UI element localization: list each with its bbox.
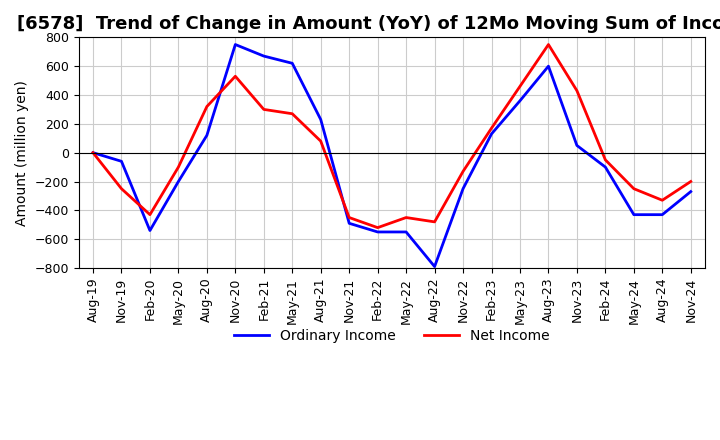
Net Income [487, 125, 496, 131]
Net Income [402, 215, 410, 220]
Ordinary Income [658, 212, 667, 217]
Ordinary Income [459, 186, 467, 191]
Net Income [658, 198, 667, 203]
Ordinary Income [601, 165, 610, 170]
Ordinary Income [544, 63, 553, 69]
Net Income [459, 169, 467, 174]
Ordinary Income [174, 179, 183, 184]
Ordinary Income [431, 264, 439, 269]
Ordinary Income [202, 133, 211, 138]
Ordinary Income [259, 53, 268, 59]
Net Income [174, 165, 183, 170]
Line: Ordinary Income: Ordinary Income [93, 44, 690, 267]
Net Income [202, 104, 211, 109]
Ordinary Income [89, 150, 97, 155]
Net Income [629, 186, 638, 191]
Ordinary Income [231, 42, 240, 47]
Net Income [316, 139, 325, 144]
Net Income [572, 88, 581, 93]
Net Income [686, 179, 695, 184]
Ordinary Income [316, 117, 325, 122]
Net Income [601, 157, 610, 162]
Net Income [516, 84, 524, 89]
Ordinary Income [487, 131, 496, 136]
Ordinary Income [572, 143, 581, 148]
Ordinary Income [374, 229, 382, 235]
Net Income [145, 212, 154, 217]
Net Income [374, 225, 382, 230]
Ordinary Income [117, 159, 126, 164]
Title: [6578]  Trend of Change in Amount (YoY) of 12Mo Moving Sum of Incomes: [6578] Trend of Change in Amount (YoY) o… [17, 15, 720, 33]
Legend: Ordinary Income, Net Income: Ordinary Income, Net Income [229, 323, 555, 349]
Y-axis label: Amount (million yen): Amount (million yen) [15, 80, 29, 226]
Net Income [345, 215, 354, 220]
Ordinary Income [402, 229, 410, 235]
Net Income [288, 111, 297, 117]
Net Income [259, 107, 268, 112]
Ordinary Income [629, 212, 638, 217]
Net Income [89, 150, 97, 155]
Ordinary Income [516, 98, 524, 103]
Ordinary Income [686, 189, 695, 194]
Net Income [231, 73, 240, 79]
Net Income [544, 42, 553, 47]
Ordinary Income [145, 228, 154, 233]
Ordinary Income [288, 61, 297, 66]
Ordinary Income [345, 221, 354, 226]
Line: Net Income: Net Income [93, 44, 690, 227]
Net Income [117, 186, 126, 191]
Net Income [431, 219, 439, 224]
